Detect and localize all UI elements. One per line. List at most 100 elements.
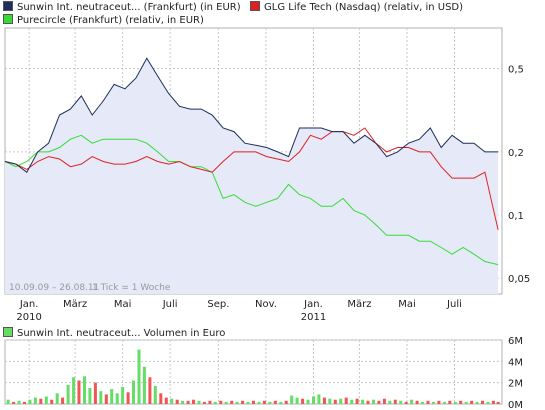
legend-sunwin: Sunwin Int. neutraceut... (Frankfurt) (i… (3, 1, 241, 13)
legend-label-sunwin: Sunwin Int. neutraceut... (Frankfurt) (i… (17, 2, 241, 13)
volume-bar (366, 400, 370, 404)
volume-bar (159, 393, 163, 404)
price-x-tick-label: Juli (446, 299, 462, 310)
volume-grid (5, 339, 502, 404)
volume-y-axis: 0M 2M 4M 6M (508, 336, 523, 410)
volume-bar (110, 389, 114, 404)
volume-bar (72, 377, 76, 404)
price-x-tick-label: Mai (398, 299, 416, 310)
volume-bar (181, 400, 185, 404)
legend-glg: GLG Life Tech (Nasdaq) (relativ, in USD) (250, 1, 463, 13)
legend-swatch-glg (250, 1, 260, 11)
volume-bar (33, 397, 37, 404)
volume-bar (224, 401, 228, 404)
volume-bar (486, 401, 490, 404)
volume-bar (192, 399, 195, 404)
volume-bar (115, 393, 119, 404)
volume-bar (404, 401, 408, 404)
legend-label-glg: GLG Life Tech (Nasdaq) (relativ, in USD) (264, 2, 464, 13)
sunwin-area (5, 58, 499, 295)
volume-bar (377, 400, 381, 404)
volume-bar (55, 393, 59, 404)
price-x-year-label: 2011 (301, 312, 326, 323)
volume-bar (361, 399, 365, 404)
volume-y-tick-label: 2M (508, 379, 523, 390)
volume-bar (491, 400, 495, 404)
volume-bar (355, 398, 359, 404)
volume-bar (328, 398, 332, 404)
legend-swatch-purecircle (3, 14, 13, 24)
volume-bar (442, 401, 446, 404)
volume-bar (137, 349, 141, 404)
volume-bar (170, 398, 174, 404)
price-lines (4, 57, 499, 266)
volume-bar (312, 396, 315, 404)
price-x-tick-label: Juli (162, 299, 178, 310)
volume-bar (66, 384, 70, 404)
sunwin-line (4, 57, 499, 173)
volume-bar (453, 401, 457, 404)
volume-bar (496, 401, 500, 404)
volume-bar (132, 380, 135, 404)
volume-bar (93, 382, 97, 404)
price-x-tick-label: März (63, 299, 87, 310)
volume-bars (6, 349, 500, 404)
volume-bar (153, 385, 157, 404)
volume-bar (290, 395, 294, 404)
volume-bar (257, 401, 261, 404)
volume-bar (61, 397, 65, 404)
purecircle-line (4, 134, 499, 266)
volume-bar (339, 398, 343, 404)
volume-bar (399, 400, 403, 404)
volume-bar (83, 376, 86, 404)
price-x-tick-label: Jan. (19, 299, 39, 310)
volume-bar (235, 401, 239, 404)
volume-bar (333, 399, 337, 404)
volume-bar (350, 399, 354, 404)
volume-bar (202, 401, 206, 404)
volume-bar (431, 401, 435, 404)
price-x-tick-label: Jan. (303, 299, 323, 310)
volume-bar (372, 399, 375, 404)
volume-bar (464, 401, 468, 404)
price-y-tick-label: 0,1 (508, 211, 524, 222)
volume-bar (246, 401, 250, 404)
glg-line (4, 127, 499, 230)
volume-bar (295, 397, 299, 404)
volume-bar (175, 399, 179, 404)
volume-bar (6, 399, 10, 404)
volume-bar (164, 397, 168, 404)
price-x-tick-label: Mai (114, 299, 132, 310)
price-x-tick-label: Nov. (255, 299, 277, 310)
price-x-year-label: 2010 (16, 312, 41, 323)
legend-swatch-sunwin (3, 1, 13, 11)
volume-bar (273, 400, 277, 404)
volume-bar (39, 398, 43, 404)
volume-bar (481, 400, 484, 404)
volume-bar (213, 401, 217, 404)
volume-bar (448, 400, 452, 404)
volume-bar (44, 396, 48, 404)
volume-bar (121, 386, 125, 404)
legend-purecircle: Purecircle (Frankfurt) (relativ, in EUR) (3, 14, 204, 26)
volume-y-tick-label: 0M (508, 400, 523, 410)
volume-bar (475, 401, 479, 404)
volume-bar (148, 377, 152, 404)
volume-bar (17, 400, 21, 404)
volume-bar (23, 401, 26, 404)
volume-bar (126, 392, 130, 404)
volume-bar (301, 398, 305, 404)
price-x-tick-label: Sep. (207, 299, 229, 310)
price-x-tick-label: März (347, 299, 371, 310)
volume-y-tick-label: 4M (508, 357, 523, 368)
volume-bar (50, 399, 54, 404)
volume-bar (219, 400, 223, 404)
volume-bar (197, 400, 201, 404)
volume-bar (186, 400, 190, 404)
price-y-axis: 0,05 0,1 0,2 0,5 (508, 64, 530, 285)
price-x-axis: Jan. März Mai Juli Sep. Nov. Jan. März Mai Juli 20… (16, 299, 461, 323)
legend-label-volume: Sunwin Int. neutraceut... Volumen in Eur… (17, 328, 226, 339)
price-y-tick-label: 0,5 (508, 64, 524, 75)
volume-bar (388, 400, 392, 404)
